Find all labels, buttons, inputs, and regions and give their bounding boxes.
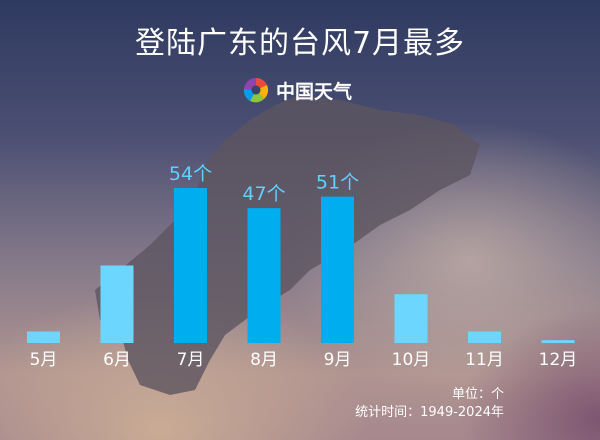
bar-12月	[541, 340, 575, 343]
chart-title: 登陆广东的台风7月最多	[134, 26, 466, 61]
tick-label: 10月	[392, 350, 431, 370]
bar-5月	[27, 331, 60, 343]
unit-note: 单位：个	[451, 387, 504, 402]
tick-label: 8月	[250, 350, 278, 370]
bar-9月	[321, 196, 354, 343]
tick-label: 9月	[324, 350, 352, 370]
data-label: 47个	[242, 183, 285, 205]
tick-label: 12月	[539, 350, 578, 370]
bar-6月	[100, 265, 134, 343]
period-note: 统计时间：1949-2024年	[355, 405, 504, 420]
pinwheel-logo-icon	[243, 77, 269, 103]
data-label: 54个	[169, 163, 212, 185]
bar-10月	[394, 294, 428, 343]
logo-text: 中国天气	[276, 80, 353, 103]
tick-label: 6月	[103, 350, 131, 370]
bar-8月	[247, 208, 281, 343]
tick-label: 11月	[465, 350, 504, 370]
tick-label: 5月	[30, 350, 58, 370]
bar-11月	[468, 331, 501, 343]
logo: 中国天气	[242, 76, 352, 104]
data-label: 51个	[316, 172, 359, 194]
tick-label: 7月	[177, 350, 205, 370]
bar-7月	[174, 188, 207, 343]
